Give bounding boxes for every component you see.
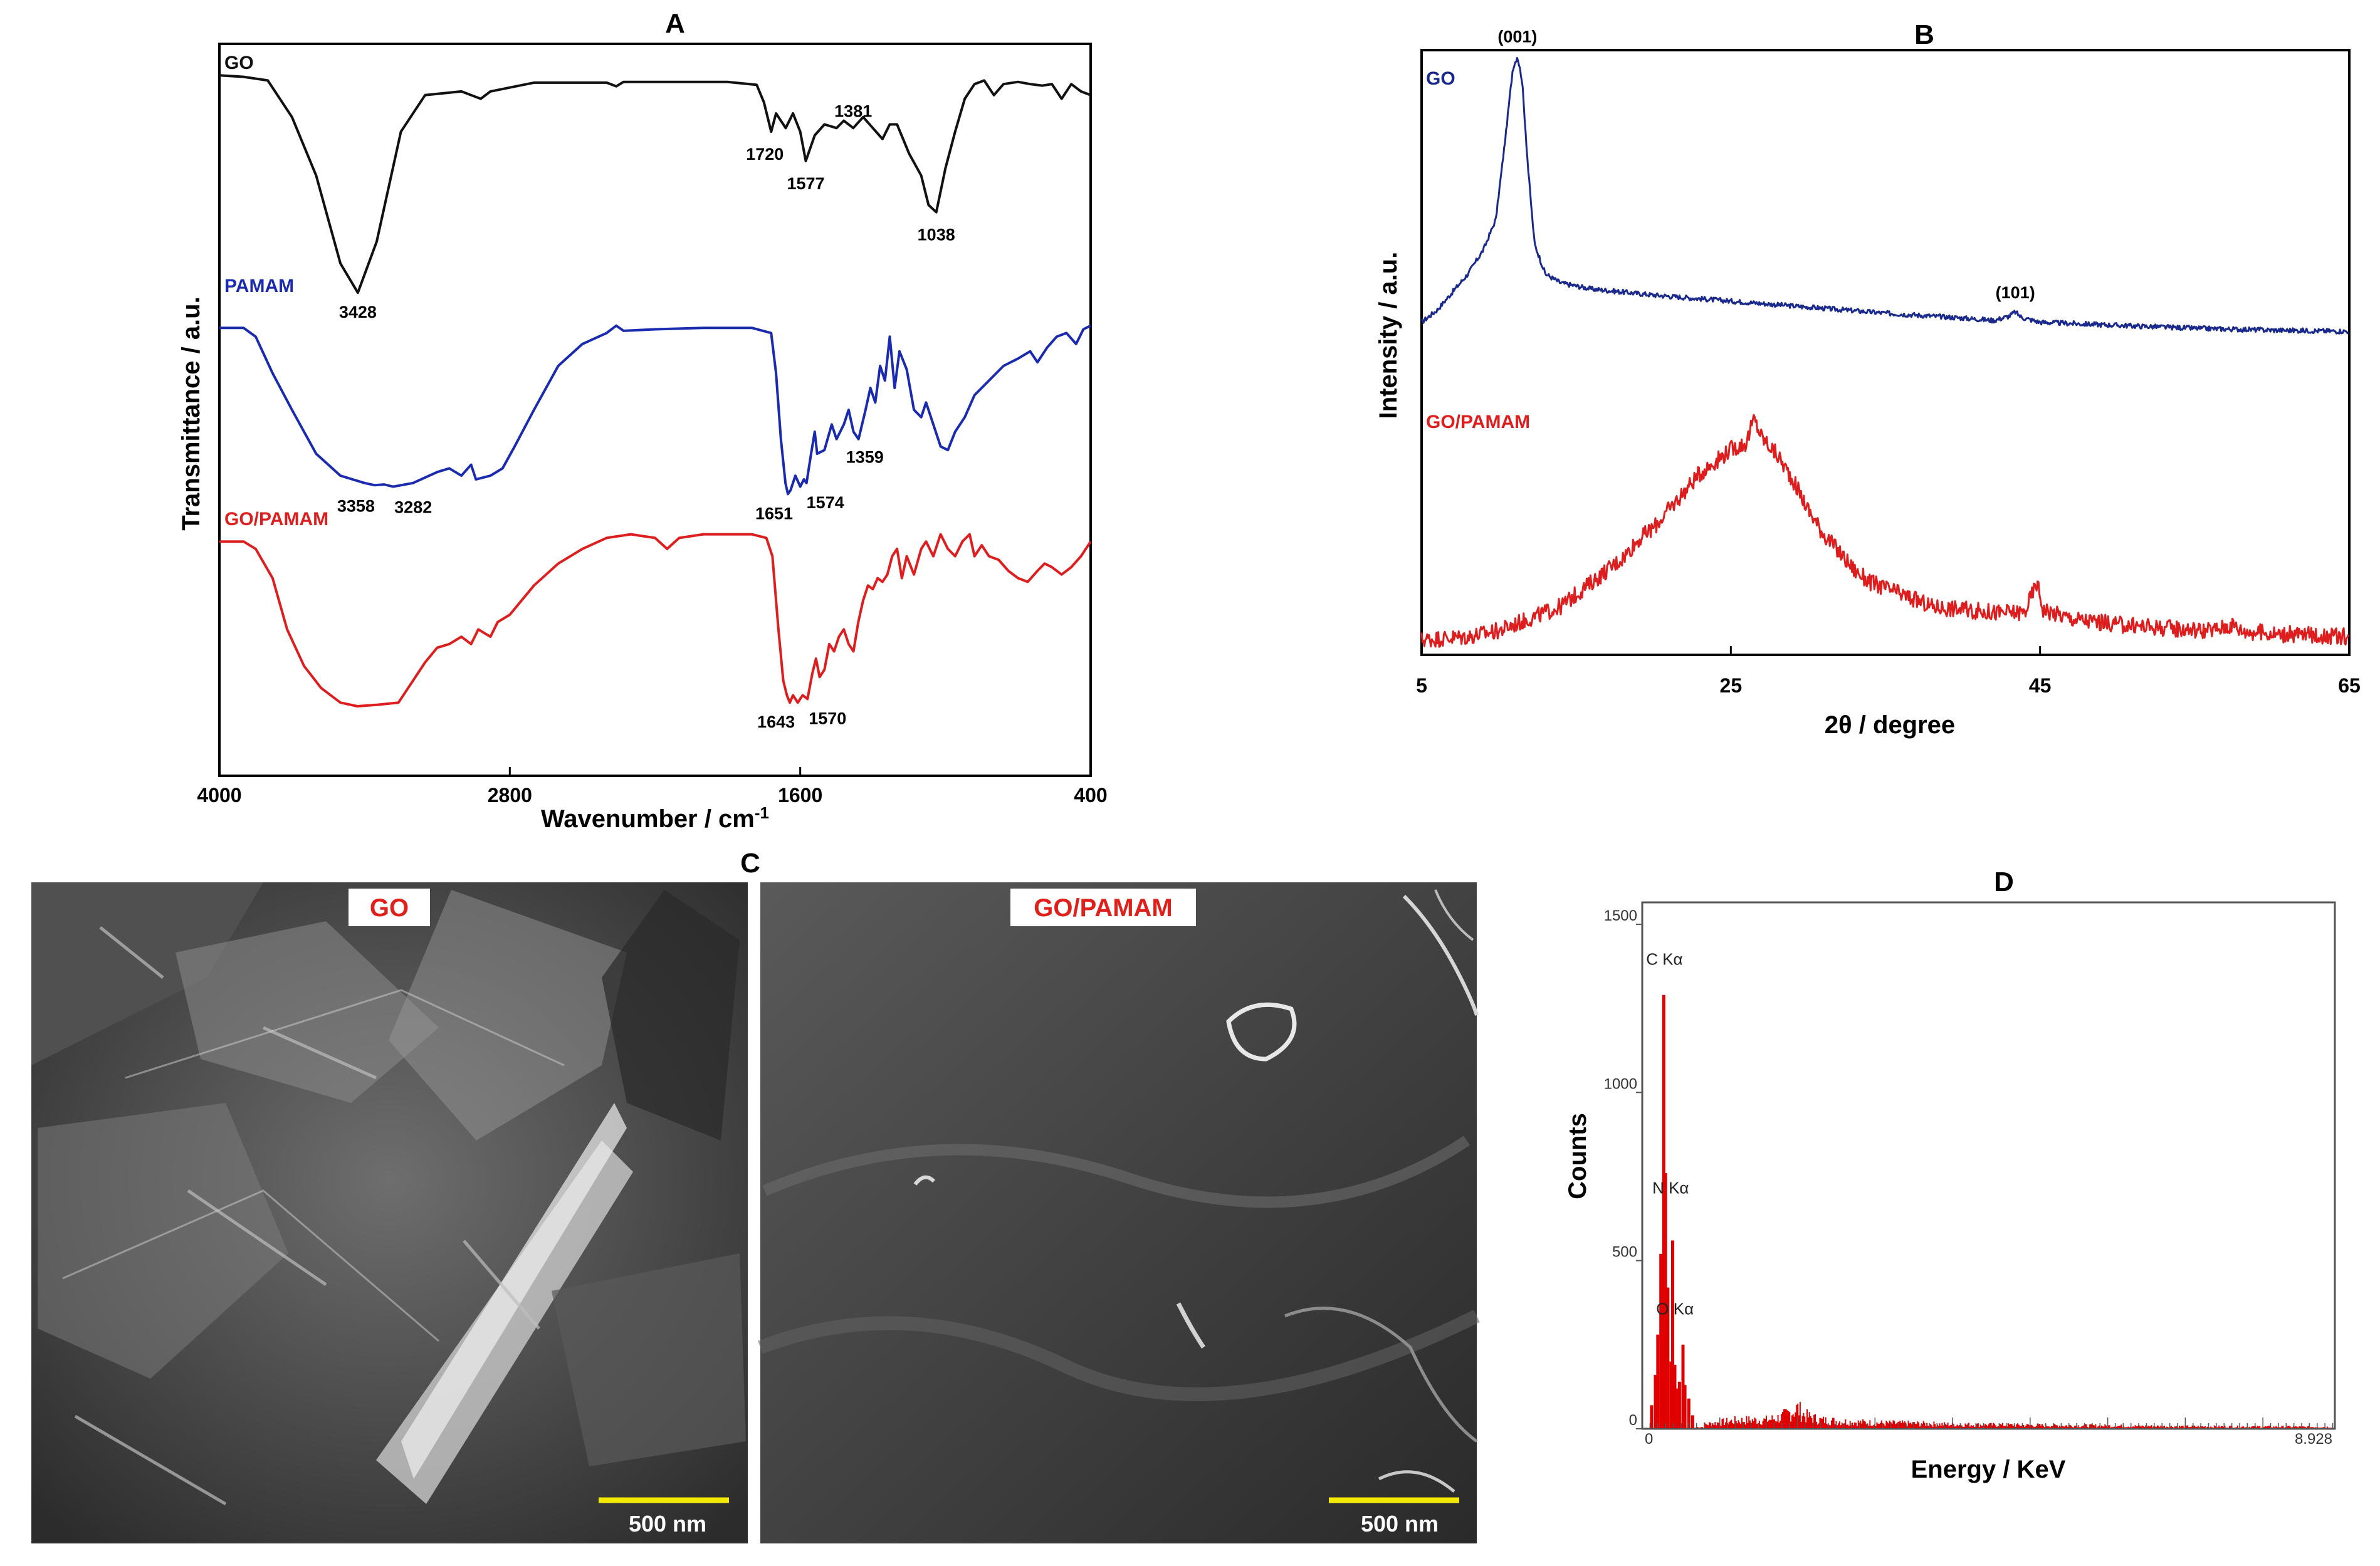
ftir-line-pamam	[219, 324, 1091, 496]
eds-peak-bar	[1666, 1287, 1670, 1429]
eds-y-axis-label: Counts	[1564, 1113, 1591, 1199]
eds-peak-bar	[1659, 1253, 1663, 1429]
panel-a-letter: A	[665, 8, 685, 39]
ftir-peak-label: 1651	[755, 504, 793, 523]
ftir-peak-label: 1574	[807, 493, 844, 512]
ftir-series-label-pamam: PAMAM	[224, 276, 294, 296]
eds-peak-bar	[1654, 1375, 1657, 1429]
eds-y-tick-label: 1500	[1604, 907, 1637, 924]
panel-d: D 0 500 1000 1500 0 8.928 C Kα N Kα O Kα Energ…	[1564, 867, 2336, 1483]
xrd-series-label-go: GO	[1426, 68, 1455, 89]
panel-d-letter: D	[1994, 867, 2014, 897]
xrd-x-tick-label: 45	[2029, 674, 2052, 697]
ftir-line-go	[219, 74, 1091, 295]
xrd-line-go-pamam	[1420, 414, 2349, 648]
ftir-peak-label: 3358	[337, 496, 375, 515]
ftir-peak-label: 1359	[846, 448, 884, 467]
panel-b-frame	[1420, 49, 2351, 656]
eds-peak-bar	[1673, 1365, 1677, 1429]
ftir-peak-label: 1643	[757, 713, 795, 731]
sem-image-gopamam	[758, 882, 1480, 1543]
eds-x-axis-label: Energy / KeV	[1911, 1456, 2066, 1483]
eds-element-label: N Kα	[1652, 1178, 1689, 1197]
ftir-x-tick-label: 400	[1074, 784, 1107, 806]
eds-peak-bar	[1691, 1415, 1694, 1429]
sem-go-label: GO	[370, 894, 409, 922]
xrd-peak-label: (101)	[1996, 283, 2035, 302]
eds-peak-bar	[1664, 1173, 1667, 1429]
ftir-peak-label: 1038	[918, 226, 955, 244]
xrd-series-label-gopamam: GO/PAMAM	[1426, 412, 1530, 432]
eds-peak-bar	[1683, 1385, 1687, 1429]
ftir-line-go-pamam	[219, 533, 1092, 707]
eds-x-tick-label: 8.928	[2295, 1431, 2332, 1448]
sem-go-label-box	[349, 889, 430, 926]
eds-peak-bar	[1675, 1388, 1679, 1429]
eds-x-ticks: 0 8.928	[1642, 1417, 2334, 1448]
ftir-peak-label: 3428	[339, 303, 377, 321]
xrd-x-tick-label: 25	[1720, 674, 1743, 697]
panel-b: B (001) (101) 5 25 45 65 GO GO/PAMAM 2θ / de…	[1375, 19, 2361, 739]
xrd-x-tick-label: 5	[1416, 674, 1427, 697]
eds-peak-bar	[1687, 1398, 1691, 1429]
eds-peak-bar	[1662, 994, 1665, 1429]
eds-y-tick-label: 1000	[1604, 1075, 1637, 1092]
panel-a-frame	[218, 43, 1092, 777]
eds-element-label: C Kα	[1646, 949, 1682, 968]
eds-spectrum	[1642, 994, 2335, 1429]
ftir-series-group	[219, 74, 1092, 707]
ftir-peak-label: 1577	[787, 174, 824, 193]
eds-peak-bar	[1677, 1381, 1681, 1429]
ftir-x-tick-label: 4000	[197, 784, 241, 806]
sem-image-go	[31, 882, 748, 1543]
ftir-x-tick-label: 1600	[778, 784, 822, 806]
xrd-peak-labels: (001) (101)	[1497, 28, 2035, 302]
ftir-x-axis-label-sup: -1	[755, 803, 769, 822]
eds-y-tick-label: 500	[1612, 1244, 1637, 1261]
xrd-x-ticks: 5 25 45 65	[1416, 646, 2361, 697]
eds-y-ticks: 0 500 1000 1500	[1604, 907, 1642, 1429]
ftir-series-label-go: GO	[224, 53, 254, 73]
eds-y-tick-label: 0	[1629, 1412, 1637, 1429]
ftir-peak-label: 3282	[394, 498, 432, 517]
eds-annotations: C Kα N Kα O Kα	[1646, 949, 1694, 1318]
panel-c: C GO 500 nm	[31, 848, 1480, 1543]
panel-b-letter: B	[1914, 19, 1934, 50]
eds-peak-bar	[1650, 1405, 1654, 1429]
ftir-peak-label: 1570	[809, 709, 846, 728]
xrd-x-axis-label: 2θ / degree	[1825, 711, 1955, 739]
ftir-y-axis-label: Transmittance / a.u.	[177, 296, 205, 530]
xrd-y-axis-label: Intensity / a.u.	[1375, 252, 1402, 419]
eds-peak-bar	[1656, 1334, 1660, 1429]
ftir-x-ticks: 4000 2800 1600 400	[197, 767, 1108, 806]
ftir-peak-label: 1381	[834, 102, 872, 120]
eds-x-tick-label: 0	[1645, 1431, 1653, 1448]
xrd-x-tick-label: 65	[2338, 674, 2361, 697]
sem-gopamam-scale-text: 500 nm	[1361, 1511, 1439, 1537]
eds-element-label: O Kα	[1656, 1300, 1694, 1318]
xrd-line-go	[1421, 56, 2349, 335]
eds-peak-bar	[1671, 1240, 1674, 1429]
sem-go-scale-text: 500 nm	[629, 1511, 706, 1537]
eds-peak-bar	[1681, 1344, 1685, 1429]
ftir-peak-label: 1720	[746, 145, 784, 164]
ftir-x-axis-label: Wavenumber / cm-1	[541, 803, 769, 833]
sem-gopamam-label: GO/PAMAM	[1034, 894, 1172, 922]
eds-peak-bar	[1669, 1361, 1673, 1429]
xrd-peak-label: (001)	[1497, 28, 1537, 46]
ftir-x-tick-label: 2800	[488, 784, 532, 806]
ftir-series-label-gopamam: GO/PAMAM	[224, 509, 328, 530]
sem-gopamam-label-box	[1010, 889, 1196, 926]
ftir-x-axis-label-text: Wavenumber / cm	[541, 805, 755, 833]
panel-d-frame	[1641, 901, 2336, 1430]
panel-c-letter: C	[740, 848, 760, 879]
xrd-series-group	[1420, 56, 2349, 648]
